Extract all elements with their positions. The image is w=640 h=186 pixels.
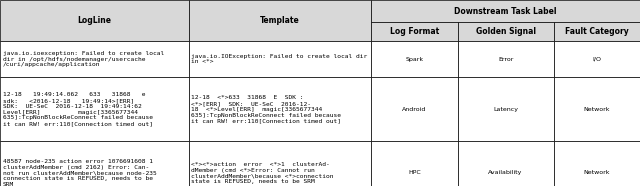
- Text: Log Format: Log Format: [390, 27, 439, 36]
- Bar: [189, 141, 371, 186]
- Text: 12-18  <*>633  31868  E  SDK :
<*>[ERR]  SDK:  UE-SeC  2016-12-
18  <*>Level[ERR: 12-18 <*>633 31868 E SDK : <*>[ERR] SDK:…: [191, 95, 341, 123]
- Text: Fault Category: Fault Category: [565, 27, 628, 36]
- Bar: [371, 77, 458, 141]
- Text: Network: Network: [584, 107, 610, 112]
- Bar: [0, 41, 189, 77]
- Text: HPC: HPC: [408, 171, 420, 175]
- Bar: [189, 0, 371, 41]
- Bar: [0, 141, 189, 186]
- Bar: [458, 22, 554, 41]
- Text: Latency: Latency: [493, 107, 518, 112]
- Bar: [371, 22, 458, 41]
- Bar: [0, 77, 189, 141]
- Text: Android: Android: [402, 107, 427, 112]
- Bar: [189, 77, 371, 141]
- Text: Error: Error: [498, 57, 513, 62]
- Bar: [458, 141, 554, 186]
- Text: <*><*>action  error  <*>1  clusterAd-
dMember (cmd <*>Error: Cannot run
clusterA: <*><*>action error <*>1 clusterAd- dMemb…: [191, 162, 334, 184]
- Text: Downstream Task Label: Downstream Task Label: [454, 7, 557, 16]
- Text: Spark: Spark: [405, 57, 424, 62]
- Text: Network: Network: [584, 171, 610, 175]
- Text: LogLine: LogLine: [77, 16, 111, 25]
- Bar: [554, 141, 640, 186]
- Text: Availability: Availability: [488, 171, 523, 175]
- Bar: [371, 41, 458, 77]
- Bar: [554, 22, 640, 41]
- Text: 48587 node-235 action error 1076691608 1
clusterAddMember (cmd 2162) Error: Can-: 48587 node-235 action error 1076691608 1…: [3, 159, 156, 186]
- Bar: [554, 41, 640, 77]
- Text: 12-18   19:49:14.062   633   31868   e
sdk:   <2016-12-18   19:49:14>[ERR]
SDK: : 12-18 19:49:14.062 633 31868 e sdk: <201…: [3, 92, 152, 126]
- Text: Template: Template: [260, 16, 300, 25]
- Bar: [458, 77, 554, 141]
- Text: Golden Signal: Golden Signal: [476, 27, 536, 36]
- Bar: [371, 141, 458, 186]
- Bar: [0, 0, 189, 41]
- Text: java.io.IOException: Failed to create local dir
in <*>: java.io.IOException: Failed to create lo…: [191, 54, 367, 65]
- Bar: [371, 0, 640, 22]
- Bar: [189, 41, 371, 77]
- Bar: [458, 41, 554, 77]
- Text: I/O: I/O: [592, 57, 602, 62]
- Text: java.io.ioexception: Failed to create local
dir in /opt/hdfs/nodemanager/usercac: java.io.ioexception: Failed to create lo…: [3, 51, 164, 67]
- Bar: [554, 77, 640, 141]
